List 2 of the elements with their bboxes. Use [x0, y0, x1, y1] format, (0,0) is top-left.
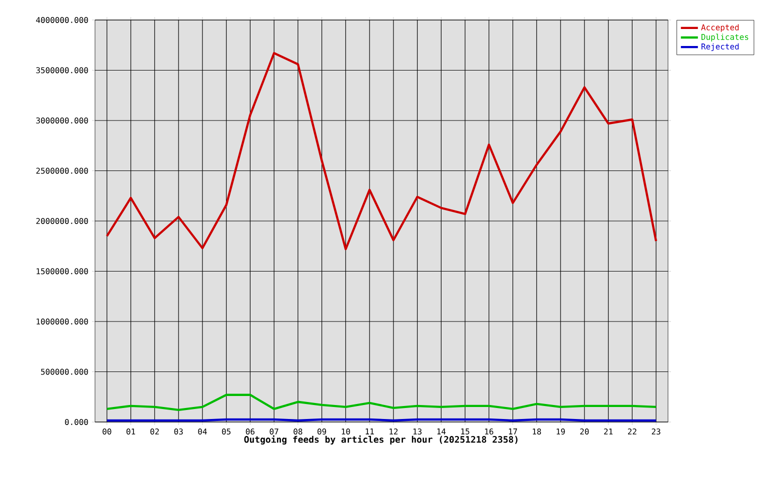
- line-series: [106, 52, 658, 250]
- x-axis-title: Outgoing feeds by articles per hour (20251218 2358): [244, 435, 518, 445]
